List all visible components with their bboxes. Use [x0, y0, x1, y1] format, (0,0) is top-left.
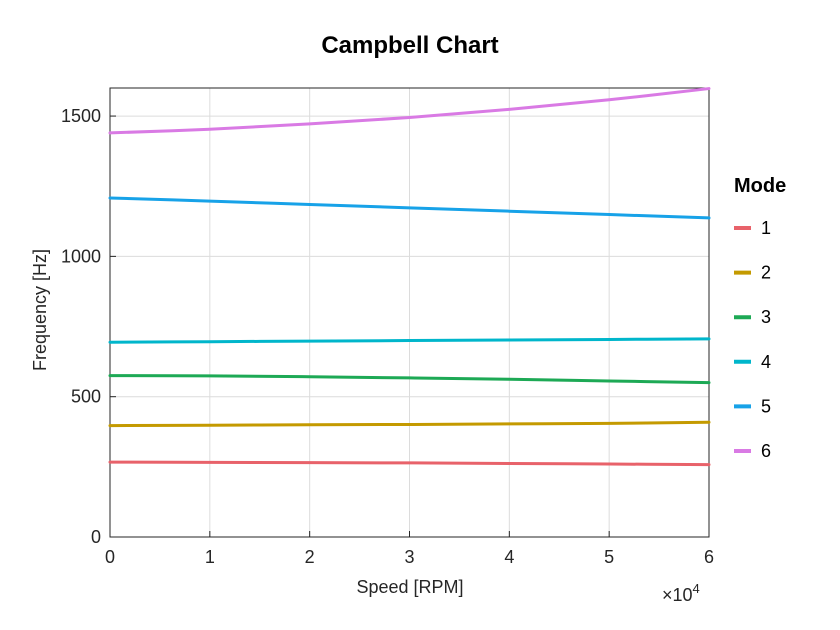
legend-label-mode-2: 2: [761, 263, 771, 283]
legend-label-mode-6: 6: [761, 441, 771, 461]
series-lines: [108, 87, 711, 467]
x-tick-label: 4: [504, 547, 514, 567]
x-axis-exponent: ×104: [662, 581, 700, 605]
y-tick-label: 500: [71, 387, 101, 407]
x-axis-exponent-power: 4: [693, 581, 700, 596]
legend: Mode 1 2 3 4 5 6: [734, 175, 786, 461]
series-line-mode-3: [108, 374, 711, 385]
x-tick-label: 2: [305, 547, 315, 567]
series-line-mode-1: [108, 460, 711, 467]
x-tick-label: 5: [604, 547, 614, 567]
y-axis-label: Frequency [Hz]: [30, 249, 50, 371]
grid-lines: [110, 88, 709, 537]
x-tick-label: 1: [205, 547, 215, 567]
series-line-mode-5: [108, 196, 711, 220]
legend-title: Mode: [734, 175, 786, 197]
series-line-mode-4: [108, 337, 711, 344]
legend-label-mode-1: 1: [761, 218, 771, 238]
x-tick-label: 0: [105, 547, 115, 567]
series-line-mode-6: [108, 87, 711, 135]
x-tick-label: 6: [704, 547, 714, 567]
y-tick-label: 0: [91, 527, 101, 547]
series-line-mode-2: [108, 420, 711, 428]
x-axis-exponent-base: ×10: [662, 585, 693, 605]
y-tick-label: 1000: [61, 246, 101, 266]
x-tick-label: 3: [404, 547, 414, 567]
y-tick-label: 1500: [61, 106, 101, 126]
axis-ticks: 0 1 2 3 4 5 6 0 500 1000 1500: [61, 106, 714, 567]
legend-label-mode-4: 4: [761, 352, 771, 372]
legend-label-mode-3: 3: [761, 307, 771, 327]
x-axis-label: Speed [RPM]: [356, 577, 463, 597]
legend-label-mode-5: 5: [761, 396, 771, 416]
chart-title: Campbell Chart: [321, 32, 498, 59]
